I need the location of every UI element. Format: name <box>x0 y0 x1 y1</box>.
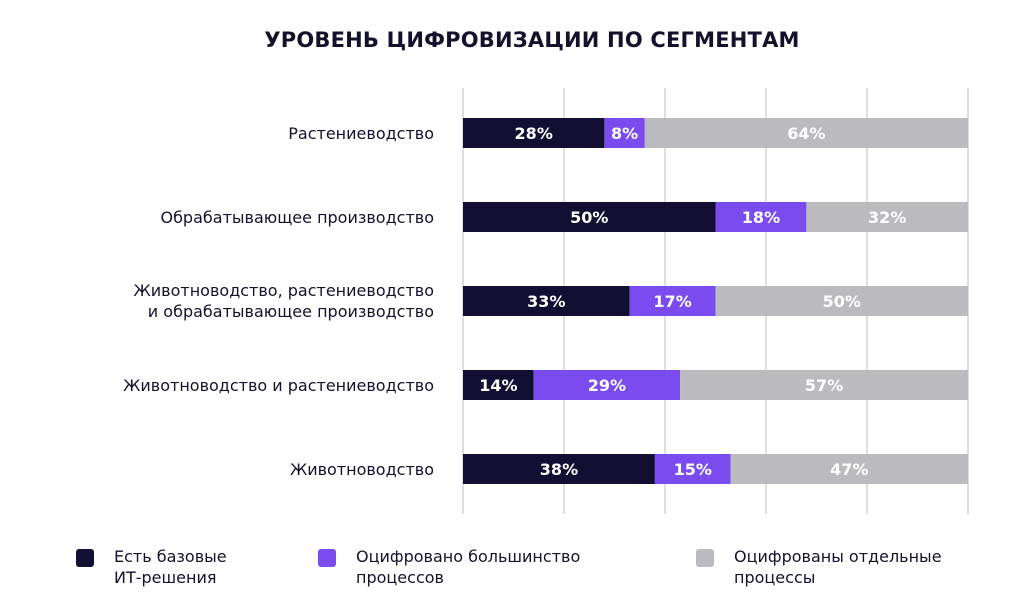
category-label-line: Животноводство, растениеводство <box>133 281 434 300</box>
data-label: 47% <box>830 460 868 479</box>
legend-swatch <box>318 549 336 567</box>
bar-segment <box>533 370 681 400</box>
legend-label-line: Оцифровано большинство <box>356 547 581 566</box>
bar-segment <box>463 286 630 316</box>
category-label: Животноводство и растениеводство <box>123 375 434 396</box>
data-label: 28% <box>515 124 553 143</box>
bar-segment <box>654 454 731 484</box>
legend-swatch <box>696 549 714 567</box>
legend-label-line: процессы <box>734 568 816 587</box>
bar-segment <box>629 286 716 316</box>
bar-segment <box>715 202 807 232</box>
legend-label: Оцифрованы отдельные процессы <box>734 546 964 588</box>
legend-label: Есть базовые ИТ-решения <box>114 546 344 588</box>
data-label: 14% <box>479 376 517 395</box>
category-label-line: Растениеводство <box>288 123 434 143</box>
bar-segment <box>463 118 605 148</box>
bar-segment <box>680 370 968 400</box>
legend-swatch <box>76 549 94 567</box>
legend-label: Оцифровано большинство процессов <box>356 546 586 588</box>
chart-title: УРОВЕНЬ ЦИФРОВИЗАЦИИ ПО СЕГМЕНТАМ <box>264 28 800 52</box>
data-label: 64% <box>787 124 825 143</box>
legend-item: Есть базовые ИТ-решения <box>76 546 344 588</box>
legend-item: Оцифровано большинство процессов <box>318 546 586 588</box>
data-label: 18% <box>742 208 780 227</box>
data-label: 33% <box>527 292 565 311</box>
legend-label-line: Есть базовые <box>114 547 227 566</box>
data-label: 57% <box>805 376 843 395</box>
bar-segment <box>604 118 645 148</box>
data-label: 29% <box>588 376 626 395</box>
category-label-line: Животноводство и растениеводство <box>123 375 434 395</box>
bar-segment <box>463 370 534 400</box>
category-label-line: Обрабатывающее производство <box>160 207 434 227</box>
bar-segment <box>463 454 655 484</box>
legend-label-line: ИТ-решения <box>114 568 217 587</box>
data-label: 50% <box>570 208 608 227</box>
data-label: 15% <box>674 460 712 479</box>
bar-segment <box>730 454 968 484</box>
category-label: Животноводство <box>290 459 434 480</box>
category-label-line: и обрабатывающее производство <box>147 302 434 321</box>
bar-segment <box>715 286 968 316</box>
bar-segment <box>463 202 716 232</box>
category-label: Растениеводство <box>288 123 434 144</box>
category-label-line: Животноводство <box>289 459 434 479</box>
category-label: Обрабатывающее производство <box>160 207 434 228</box>
bar-segment <box>644 118 968 148</box>
legend-label-line: процессов <box>356 568 444 587</box>
data-label: 38% <box>540 460 578 479</box>
data-label: 32% <box>868 208 906 227</box>
bar-segment <box>806 202 968 232</box>
legend-label-line: Оцифрованы отдельные <box>734 547 942 566</box>
legend-item: Оцифрованы отдельные процессы <box>696 546 964 588</box>
data-label: 17% <box>653 292 691 311</box>
data-label: 50% <box>823 292 861 311</box>
data-label: 8% <box>611 124 638 143</box>
category-label: Животноводство, растениеводство и обрабат… <box>134 280 434 322</box>
